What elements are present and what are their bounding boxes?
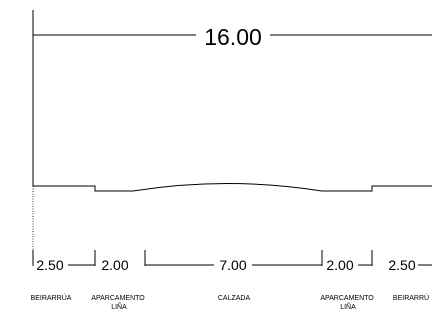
- total-width-label: 16.00: [204, 24, 262, 50]
- dim-value-beirarrua-right: 2.50: [388, 257, 415, 273]
- segment-label-aparcamento-left-line2: LIÑA: [111, 302, 127, 311]
- segment-label-aparcamento-right-line2: LIÑA: [340, 302, 356, 311]
- dim-value-beirarrua-left: 2.50: [36, 257, 63, 273]
- dim-value-calzada: 7.00: [219, 257, 246, 273]
- street-profile: [33, 183, 432, 192]
- dim-value-aparcamento-left: 2.00: [101, 257, 128, 273]
- segment-label-aparcamento-right: APARCAMENTO LIÑA: [320, 295, 375, 311]
- segment-label-aparcamento-left-line1: APARCAMENTO: [91, 295, 145, 302]
- segment-label-beirarrua-left: BEIRARRÚA: [31, 293, 72, 302]
- segment-label-beirarrua-right: BEIRARRÚ: [393, 293, 429, 302]
- segment-label-aparcamento-right-line1: APARCAMENTO: [320, 295, 374, 302]
- segment-label-aparcamento-left: APARCAMENTO LIÑA: [91, 295, 146, 311]
- dim-value-aparcamento-right: 2.00: [326, 257, 353, 273]
- segment-label-calzada: CALZADA: [218, 295, 251, 302]
